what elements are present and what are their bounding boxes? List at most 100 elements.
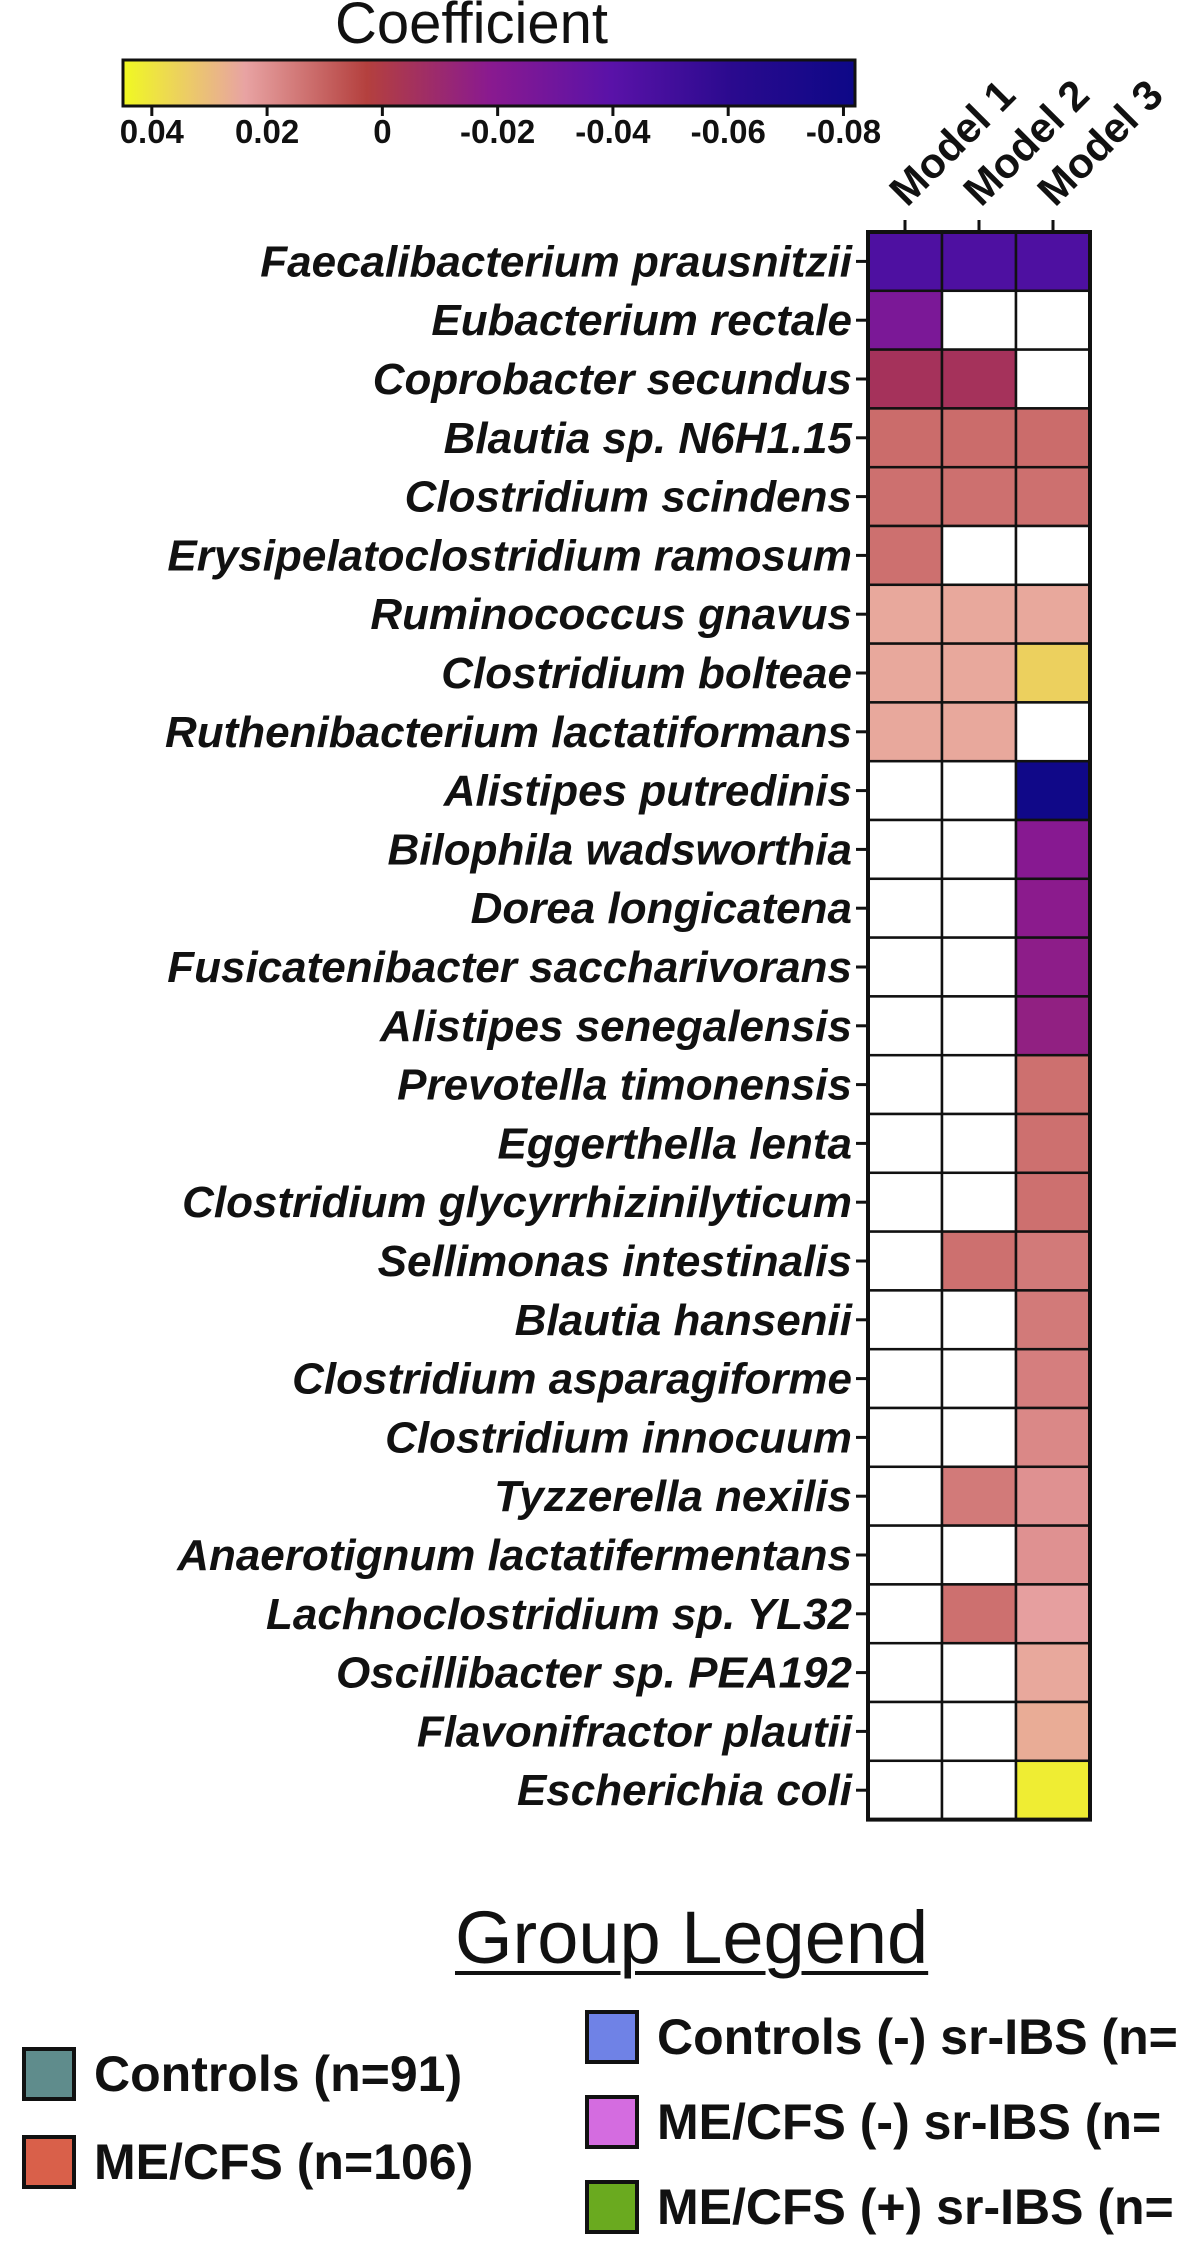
heatmap-cell [866, 936, 944, 998]
heatmap-cell [866, 1171, 944, 1233]
heatmap-cell [940, 1347, 1018, 1410]
heatmap-cell [1014, 1583, 1092, 1645]
heatmap-cell [940, 230, 1018, 293]
heatmap-cell [1014, 583, 1092, 645]
colorbar-tick-label: 0.04 [120, 113, 185, 150]
legend-swatch-controls-no-ibs [585, 2010, 639, 2064]
row-label: Fusicatenibacter saccharivorans [167, 943, 852, 992]
legend-label-controls: Controls (n=91) [94, 2046, 463, 2102]
heatmap-cell [1014, 995, 1092, 1057]
heatmap-cell [940, 1583, 1018, 1645]
row-label: Erysipelatoclostridium ramosum [167, 531, 852, 580]
heatmap-cell [1014, 407, 1092, 469]
heatmap-cell [940, 524, 1018, 587]
heatmap-cell [940, 1230, 1018, 1292]
colorbar-tick-label: -0.02 [460, 113, 535, 150]
heatmap-cell [866, 230, 944, 293]
heatmap-cell [866, 1230, 944, 1292]
heatmap-cell [1014, 936, 1092, 998]
legend-label-mecfs-ibs: ME/CFS (+) sr-IBS (n= [657, 2179, 1174, 2235]
heatmap-cell [866, 465, 944, 528]
heatmap-cell [940, 995, 1018, 1057]
colorbar-tick-label: 0 [373, 113, 391, 150]
colorbar-tick-label: -0.08 [806, 113, 881, 150]
row-label: Clostridium scindens [405, 473, 852, 522]
heatmap-cell [1014, 1524, 1092, 1586]
heatmap-cell [866, 1053, 944, 1116]
heatmap-cell [1014, 1700, 1092, 1763]
heatmap-cell [940, 289, 1018, 351]
heatmap-cell [940, 1406, 1018, 1469]
heatmap-cell [940, 1112, 1018, 1175]
heatmap-cell [866, 877, 944, 939]
colorbar-tick-label: -0.06 [691, 113, 766, 150]
heatmap-cell [866, 1406, 944, 1469]
heatmap-cell [866, 995, 944, 1057]
heatmap-cell [866, 1347, 944, 1410]
legend-item-controls-no-ibs: Controls (-) sr-IBS (n= [585, 2008, 1178, 2066]
heatmap-cell [1014, 1230, 1092, 1292]
heatmap-cell [1014, 642, 1092, 704]
heatmap-cell [1014, 1465, 1092, 1527]
heatmap-cell [1014, 289, 1092, 351]
heatmap-cell [940, 1700, 1018, 1763]
heatmap-cell [866, 1465, 944, 1527]
heatmap-cell [1014, 1759, 1092, 1821]
heatmap-cell [866, 1700, 944, 1763]
heatmap-cell [866, 407, 944, 469]
row-label: Prevotella timonensis [397, 1061, 852, 1110]
heatmap-cell [866, 818, 944, 881]
heatmap-cell [940, 1053, 1018, 1116]
heatmap-cell [940, 1171, 1018, 1233]
row-label: Clostridium innocuum [385, 1413, 852, 1462]
heatmap-cell [1014, 877, 1092, 939]
heatmap-cell [1014, 759, 1092, 822]
heatmap-cell [1014, 1112, 1092, 1175]
row-label: Clostridium asparagiforme [292, 1355, 852, 1404]
legend-label-mecfs: ME/CFS (n=106) [94, 2134, 474, 2190]
colorbar-tick-label: 0.02 [235, 113, 299, 150]
row-label: Flavonifractor plautii [417, 1707, 853, 1756]
legend-item-mecfs-no-ibs: ME/CFS (-) sr-IBS (n= [585, 2093, 1161, 2151]
heatmap-cell [940, 759, 1018, 822]
heatmap-cell [940, 1289, 1018, 1351]
group-legend-title: Group Legend [455, 1896, 929, 1979]
legend-label-mecfs-no-ibs: ME/CFS (-) sr-IBS (n= [657, 2094, 1162, 2150]
heatmap-cell [940, 583, 1018, 645]
row-label: Escherichia coli [517, 1766, 853, 1815]
heatmap-cell [866, 642, 944, 704]
heatmap-grid: Faecalibacterium prausnitzii Eubacterium … [165, 71, 1172, 1822]
row-label: Oscillibacter sp. PEA192 [336, 1649, 853, 1698]
heatmap-cell [1014, 1641, 1092, 1704]
colorbar: 0.04 0.02 0 -0.02 -0.04 -0.06 -0.08 [120, 58, 881, 150]
legend-swatch-mecfs-ibs [585, 2180, 639, 2234]
row-label: Dorea longicatena [471, 884, 852, 933]
heatmap-cell [1014, 348, 1092, 410]
row-label: Bilophila wadsworthia [388, 825, 853, 874]
heatmap-cell [940, 642, 1018, 704]
row-label: Sellimonas intestinalis [378, 1237, 852, 1286]
row-label: Lachnoclostridium sp. YL32 [266, 1590, 853, 1639]
heatmap-cell [1014, 1406, 1092, 1469]
row-label: Alistipes senegalensis [379, 1002, 852, 1051]
heatmap-cell [1014, 465, 1092, 528]
row-label: Anaerotignum lactatifermentans [176, 1531, 852, 1580]
heatmap-cell [866, 701, 944, 763]
legend-swatch-controls [22, 2047, 76, 2101]
legend-swatch-mecfs-no-ibs [585, 2095, 639, 2149]
heatmap-cell [866, 759, 944, 822]
row-label: Clostridium bolteae [441, 649, 852, 698]
row-label: Eubacterium rectale [431, 296, 852, 345]
heatmap-chart: 0.04 0.02 0 -0.02 -0.04 -0.06 -0.08 Faecalibac… [120, 58, 1172, 1822]
heatmap-cell [866, 524, 944, 587]
heatmap-cell [866, 1759, 944, 1821]
heatmap-cell [940, 1465, 1018, 1527]
heatmap-cell [940, 877, 1018, 939]
colorbar-title: Coefficient [335, 0, 608, 56]
legend-item-mecfs: ME/CFS (n=106) [22, 2133, 473, 2191]
heatmap-cell [866, 1112, 944, 1175]
heatmap-cell [866, 1524, 944, 1586]
row-label: Ruminococcus gnavus [370, 590, 852, 639]
row-label: Ruthenibacterium lactatiformans [165, 708, 852, 757]
row-label: Blautia sp. N6H1.15 [444, 414, 853, 463]
